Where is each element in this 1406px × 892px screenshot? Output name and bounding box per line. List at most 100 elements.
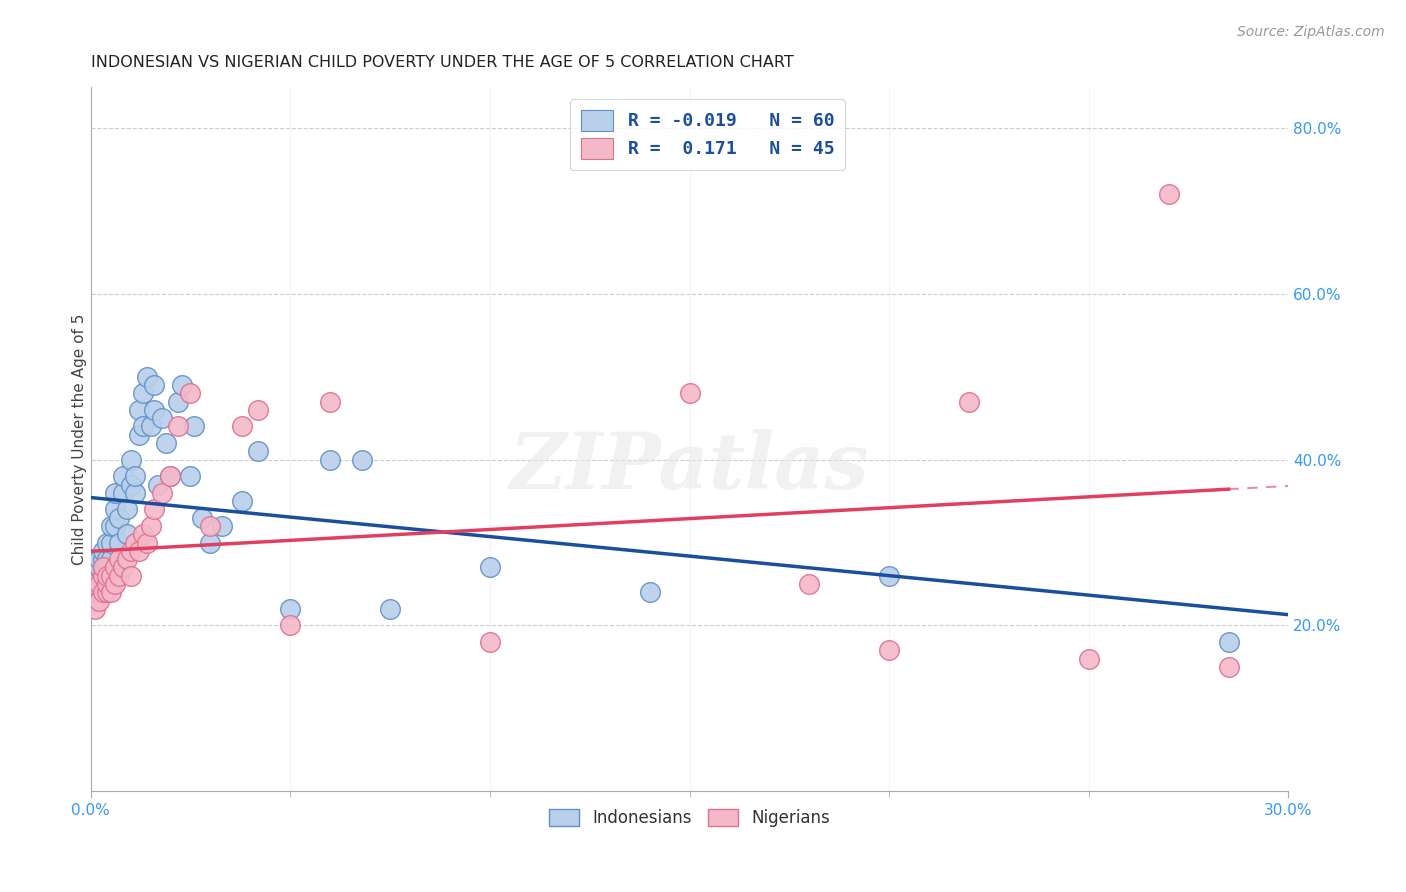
Point — [96, 585, 118, 599]
Point — [152, 485, 174, 500]
Point — [83, 585, 105, 599]
Point — [100, 535, 122, 549]
Point — [124, 469, 146, 483]
Point — [103, 519, 125, 533]
Point — [319, 394, 342, 409]
Point — [143, 378, 166, 392]
Text: ZIPatlas: ZIPatlas — [510, 429, 869, 506]
Text: INDONESIAN VS NIGERIAN CHILD POVERTY UNDER THE AGE OF 5 CORRELATION CHART: INDONESIAN VS NIGERIAN CHILD POVERTY UND… — [90, 55, 793, 70]
Point — [1157, 187, 1180, 202]
Point — [200, 535, 222, 549]
Point — [211, 519, 233, 533]
Point — [87, 560, 110, 574]
Point — [278, 618, 301, 632]
Point — [352, 452, 374, 467]
Point — [107, 510, 129, 524]
Point — [278, 602, 301, 616]
Point — [107, 568, 129, 582]
Point — [83, 568, 105, 582]
Point — [82, 568, 104, 582]
Point — [83, 602, 105, 616]
Point — [91, 568, 114, 582]
Point — [100, 552, 122, 566]
Point — [103, 485, 125, 500]
Point — [191, 510, 214, 524]
Point — [87, 593, 110, 607]
Point — [159, 469, 181, 483]
Point — [135, 369, 157, 384]
Point — [120, 568, 142, 582]
Point — [131, 386, 153, 401]
Point — [128, 427, 150, 442]
Point — [231, 419, 253, 434]
Point — [100, 568, 122, 582]
Point — [678, 386, 700, 401]
Point — [91, 544, 114, 558]
Point — [131, 527, 153, 541]
Point — [139, 519, 162, 533]
Point — [91, 560, 114, 574]
Point — [124, 535, 146, 549]
Point — [87, 552, 110, 566]
Point — [478, 635, 501, 649]
Point — [139, 419, 162, 434]
Point — [1218, 635, 1240, 649]
Point — [103, 577, 125, 591]
Point — [131, 419, 153, 434]
Point — [111, 485, 134, 500]
Point — [91, 552, 114, 566]
Point — [96, 552, 118, 566]
Point — [100, 519, 122, 533]
Point — [200, 519, 222, 533]
Point — [103, 502, 125, 516]
Legend: Indonesians, Nigerians: Indonesians, Nigerians — [543, 802, 837, 834]
Point — [167, 394, 190, 409]
Point — [167, 419, 190, 434]
Point — [107, 552, 129, 566]
Point — [247, 403, 270, 417]
Point — [120, 452, 142, 467]
Point — [247, 444, 270, 458]
Point — [478, 560, 501, 574]
Point — [155, 436, 177, 450]
Point — [1218, 660, 1240, 674]
Point — [83, 577, 105, 591]
Point — [378, 602, 401, 616]
Point — [96, 535, 118, 549]
Point — [96, 560, 118, 574]
Point — [1077, 651, 1099, 665]
Point — [128, 403, 150, 417]
Point — [877, 643, 900, 657]
Point — [799, 577, 821, 591]
Point — [148, 477, 170, 491]
Point — [83, 552, 105, 566]
Point — [96, 568, 118, 582]
Point — [179, 469, 201, 483]
Point — [100, 585, 122, 599]
Point — [183, 419, 205, 434]
Point — [957, 394, 980, 409]
Point — [179, 386, 201, 401]
Point — [96, 577, 118, 591]
Text: Source: ZipAtlas.com: Source: ZipAtlas.com — [1237, 25, 1385, 39]
Point — [111, 469, 134, 483]
Point — [103, 560, 125, 574]
Point — [152, 411, 174, 425]
Point — [82, 593, 104, 607]
Point — [135, 535, 157, 549]
Point — [83, 577, 105, 591]
Point — [877, 568, 900, 582]
Point — [107, 535, 129, 549]
Point — [159, 469, 181, 483]
Point — [87, 568, 110, 582]
Point — [172, 378, 194, 392]
Point — [120, 477, 142, 491]
Point — [87, 577, 110, 591]
Point — [143, 403, 166, 417]
Point — [124, 485, 146, 500]
Point — [87, 577, 110, 591]
Point — [231, 494, 253, 508]
Point — [128, 544, 150, 558]
Point — [319, 452, 342, 467]
Point — [115, 552, 138, 566]
